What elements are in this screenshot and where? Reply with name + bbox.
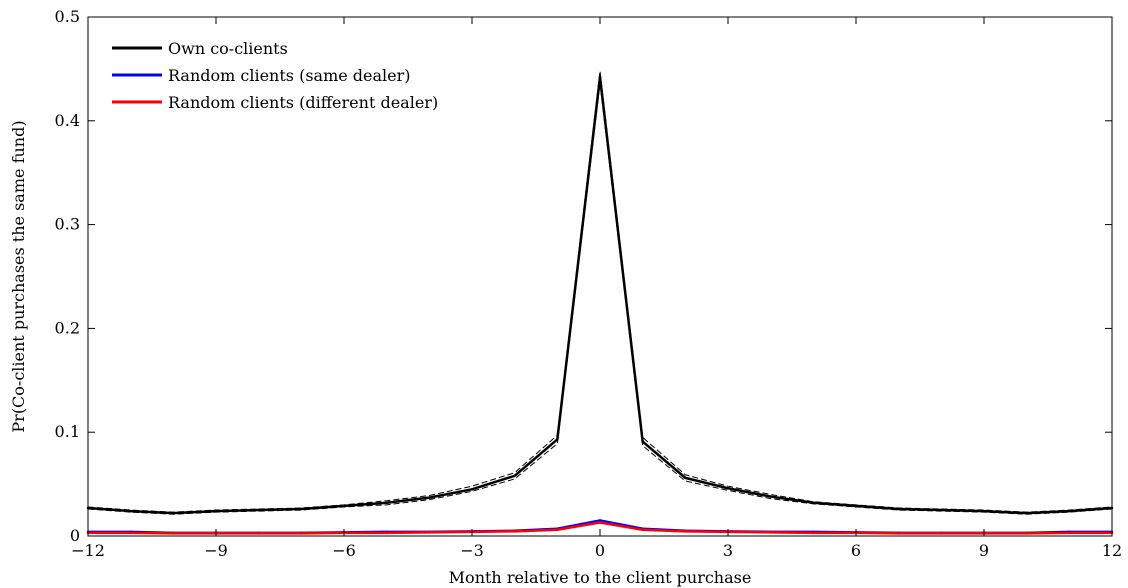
x-tick-label: 0 (595, 541, 605, 560)
data-point (129, 531, 132, 535)
x-tick-label: −9 (204, 541, 228, 560)
x-tick-label: 12 (1102, 541, 1122, 560)
data-point (300, 532, 303, 535)
data-point (342, 504, 346, 508)
data-point (556, 528, 559, 531)
data-point (428, 496, 431, 499)
data-point (940, 532, 943, 535)
y-tick-label: 0.4 (55, 111, 80, 130)
data-point (470, 488, 474, 491)
x-tick-label: −6 (332, 541, 356, 560)
data-point (598, 521, 602, 524)
data-point (854, 504, 858, 508)
data-point (897, 532, 900, 535)
data-point (1025, 511, 1028, 515)
data-point (1068, 509, 1071, 513)
data-point (385, 501, 388, 504)
data-point (812, 531, 815, 535)
data-point (897, 507, 900, 511)
data-point (684, 530, 687, 533)
data-point (641, 528, 644, 531)
y-tick-label: 0.3 (55, 215, 80, 234)
data-point (641, 440, 644, 443)
data-point (769, 495, 772, 498)
data-point (129, 509, 132, 513)
legend: Own co-clients Random clients (same deale… (112, 39, 438, 112)
data-point (513, 474, 516, 477)
data-point (684, 476, 687, 480)
y-tick-label: 0.2 (55, 318, 80, 337)
ticks-layer: −12 −9 −6 −3 0 3 6 9 12 0 0.1 0.2 0.3 0.4 0.5 (55, 7, 1123, 560)
series-line (87, 75, 1113, 515)
legend-label: Random clients (different dealer) (168, 93, 438, 112)
series-band-lower (87, 83, 1113, 515)
x-tick-label: 9 (979, 541, 989, 560)
y-tick-label: 0.5 (55, 7, 80, 26)
data-point (513, 530, 516, 533)
series-layer (86, 70, 1114, 535)
data-point (300, 507, 303, 511)
x-tick-label: −12 (71, 541, 105, 560)
data-point (1025, 532, 1028, 535)
x-tick-label: 6 (851, 541, 861, 560)
data-point (172, 532, 175, 535)
data-point (1068, 531, 1071, 535)
data-point (940, 508, 943, 512)
data-point (982, 509, 986, 513)
y-tick-label: 0 (70, 526, 80, 545)
data-point (556, 438, 559, 441)
data-point (812, 501, 815, 504)
y-axis-title: Pr(Co-client purchases the same fund) (9, 120, 28, 432)
data-point (598, 76, 602, 79)
data-point (726, 487, 730, 490)
data-point (598, 519, 602, 522)
x-tick-label: −3 (460, 541, 484, 560)
legend-label: Own co-clients (168, 39, 288, 58)
series-band-upper (87, 70, 1113, 513)
data-point (257, 508, 260, 512)
data-point (172, 511, 175, 515)
legend-label: Random clients (same dealer) (168, 66, 411, 85)
y-tick-label: 0.1 (55, 422, 80, 441)
data-point (385, 531, 388, 535)
data-point (769, 531, 772, 534)
data-point (257, 532, 260, 535)
x-axis-title: Month relative to the client purchase (449, 568, 752, 587)
data-point (214, 509, 218, 513)
x-tick-label: 3 (723, 541, 733, 560)
data-point (428, 531, 431, 534)
